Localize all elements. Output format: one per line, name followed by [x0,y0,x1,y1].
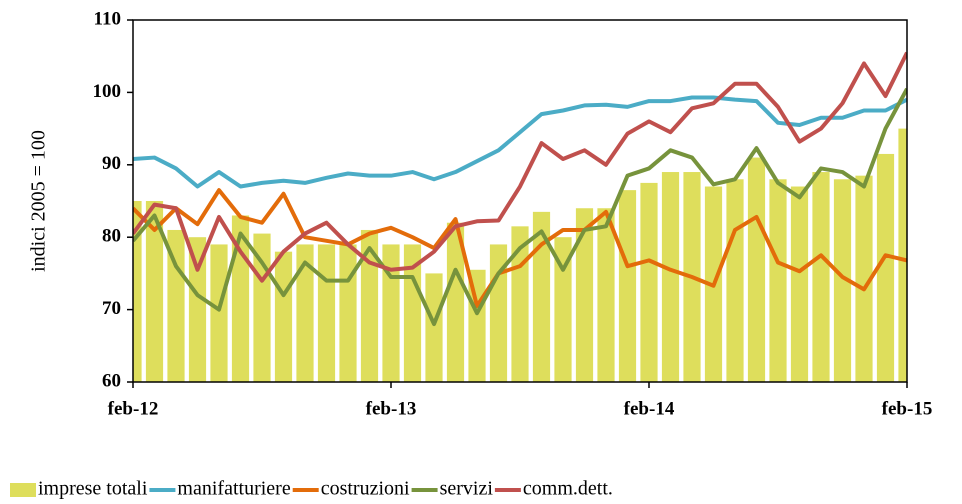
bar [876,153,895,382]
legend-label: comm.dett. [523,478,613,500]
bar [790,186,809,382]
y-tick-label: 60 [102,370,121,391]
bar [532,211,551,382]
bar [554,237,572,382]
bar [133,201,142,382]
bar [661,172,680,382]
bar [360,229,379,382]
bar [274,251,293,382]
bar [296,244,314,382]
x-tick-label: feb-13 [366,398,417,419]
plot-frame [132,19,908,383]
bar [446,222,465,382]
legend-label: imprese totali [38,478,148,500]
line-series [133,95,907,189]
bar [597,208,615,382]
x-tick-label: feb-14 [624,398,675,419]
y-tick-label: 90 [102,153,121,174]
bar [855,175,873,382]
y-tick-label: 70 [102,298,121,319]
bar [425,273,443,382]
bar [339,244,357,382]
bar [317,244,336,382]
x-tick-label: feb-12 [108,398,159,419]
plot-area [133,51,907,382]
legend-label: servizi [440,478,494,500]
bar [188,237,207,382]
y-tick-label: 100 [93,81,122,102]
legend-label: manifatturiere [177,478,290,500]
bar [511,226,529,382]
bar [618,190,637,382]
line-series [133,87,907,327]
y-axis-label: indici 2005 = 100 [28,130,50,272]
bar [898,128,907,382]
y-tick-label: 80 [102,226,121,247]
bar [769,179,787,382]
bar [726,179,744,382]
bar [812,172,830,382]
bar [833,179,852,382]
bar [167,229,185,382]
bar [145,201,164,382]
line-series [133,188,907,308]
legend-swatch [10,483,36,497]
bar [575,208,594,382]
x-tick-label: feb-15 [882,398,933,419]
bar [747,157,766,382]
bar [382,244,400,382]
bar [640,182,658,382]
y-tick-label: 110 [94,8,121,29]
bar [210,244,228,382]
legend-label: costruzioni [321,478,410,500]
line-series [133,51,907,283]
